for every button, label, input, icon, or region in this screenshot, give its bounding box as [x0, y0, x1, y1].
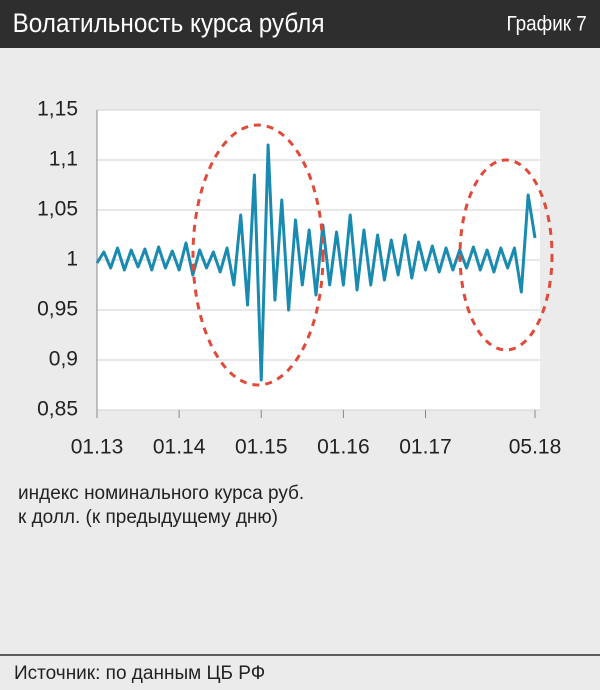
chart-label: График 7 — [506, 13, 586, 36]
y-tick-label: 1,15 — [37, 98, 78, 121]
y-tick-label: 1,05 — [37, 198, 78, 221]
y-tick-label: 1,1 — [49, 148, 78, 171]
source: Источник: по данным ЦБ РФ — [14, 663, 265, 684]
y-tick-label: 1 — [66, 248, 78, 271]
x-tick-label: 01.13 — [71, 436, 124, 459]
chart-title: Волатильность курса рубля — [13, 9, 325, 38]
header-bar — [0, 0, 600, 48]
x-tick-label: 01.14 — [153, 436, 206, 459]
x-tick-label: 01.15 — [235, 436, 288, 459]
x-tick-label: 05.18 — [509, 436, 562, 459]
plot: 0,85 0,9 0,95 1 1,05 1,1 1,15 01.13 01.14 01.15 01… — [37, 98, 561, 459]
legend-caption: к долл. (к предыдущему дню) — [18, 507, 278, 528]
y-tick-label: 0,9 — [49, 348, 78, 371]
x-tick-label: 01.17 — [399, 436, 452, 459]
y-tick-label: 0,95 — [37, 298, 78, 321]
data-line — [95, 143, 537, 382]
y-tick-label: 0,85 — [37, 398, 78, 421]
highlight-ellipse — [191, 123, 325, 387]
x-tick-label: 01.16 — [317, 436, 370, 459]
legend-caption: индекс номинального курса руб. — [18, 483, 304, 504]
highlight-ellipse — [458, 158, 554, 352]
